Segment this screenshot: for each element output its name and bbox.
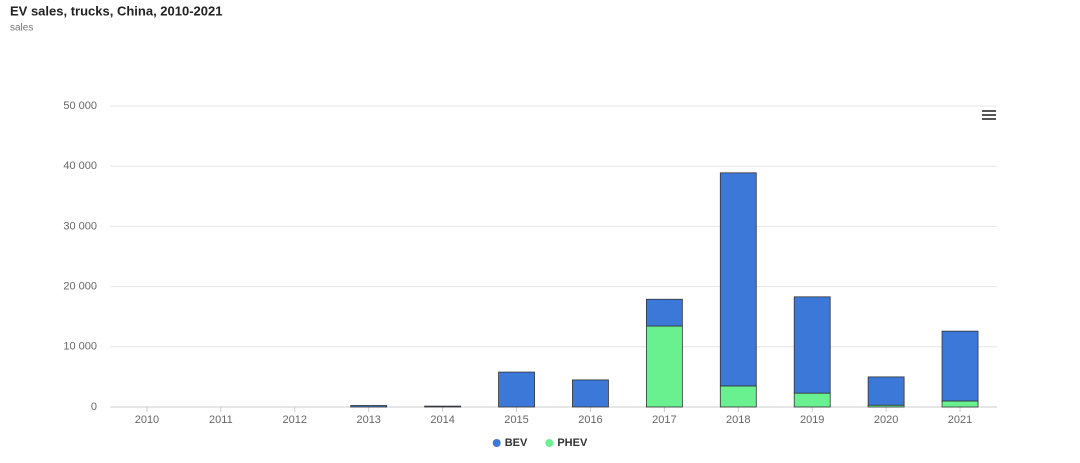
y-tick-label: 10 000 [63,341,97,353]
legend: BEV PHEV [492,437,588,449]
x-tick-label: 2018 [726,414,750,426]
x-tick-label: 2012 [283,414,307,426]
y-tick-label: 30 000 [63,220,97,232]
legend-label: BEV [505,437,528,449]
menu-bar [982,118,996,120]
bar-segment [645,325,683,408]
bar-segment [719,385,757,408]
x-tick-label: 2020 [874,414,898,426]
menu-bar [982,110,996,112]
bar-segment [941,400,979,408]
bar-segment [645,298,683,327]
legend-marker [492,439,501,447]
x-tick-label: 2013 [356,414,380,426]
legend-item[interactable]: BEV [492,437,528,449]
menu-button[interactable] [982,110,996,120]
x-tick-label: 2016 [578,414,602,426]
bar-segment [424,405,462,408]
menu-bar [982,114,996,116]
x-tick-label: 2017 [652,414,676,426]
bar-segment [572,379,609,408]
y-tick-label: 20 000 [63,281,97,293]
bar-segment [719,172,757,387]
x-tick-label: 2010 [135,414,159,426]
bar-segment [793,296,831,394]
bar-segment [941,330,979,402]
y-tick-label: 40 000 [63,160,97,172]
y-tick-label: 0 [91,401,97,413]
legend-marker [545,439,554,447]
bar-segment [350,405,388,408]
chart-subtitle: sales [10,23,33,34]
bar-segment [867,376,905,406]
bar-segment [498,371,535,408]
bar-segment [793,392,831,408]
legend-item[interactable]: PHEV [545,437,588,449]
legend-label: PHEV [557,437,588,449]
x-tick-label: 2021 [948,414,972,426]
x-tick-label: 2014 [430,414,454,426]
x-tick-label: 2015 [504,414,528,426]
chart-title: EV sales, trucks, China, 2010-2021 [10,3,222,18]
x-tick-label: 2019 [800,414,824,426]
x-tick-label: 2011 [209,414,233,426]
y-tick-label: 50 000 [63,100,97,112]
